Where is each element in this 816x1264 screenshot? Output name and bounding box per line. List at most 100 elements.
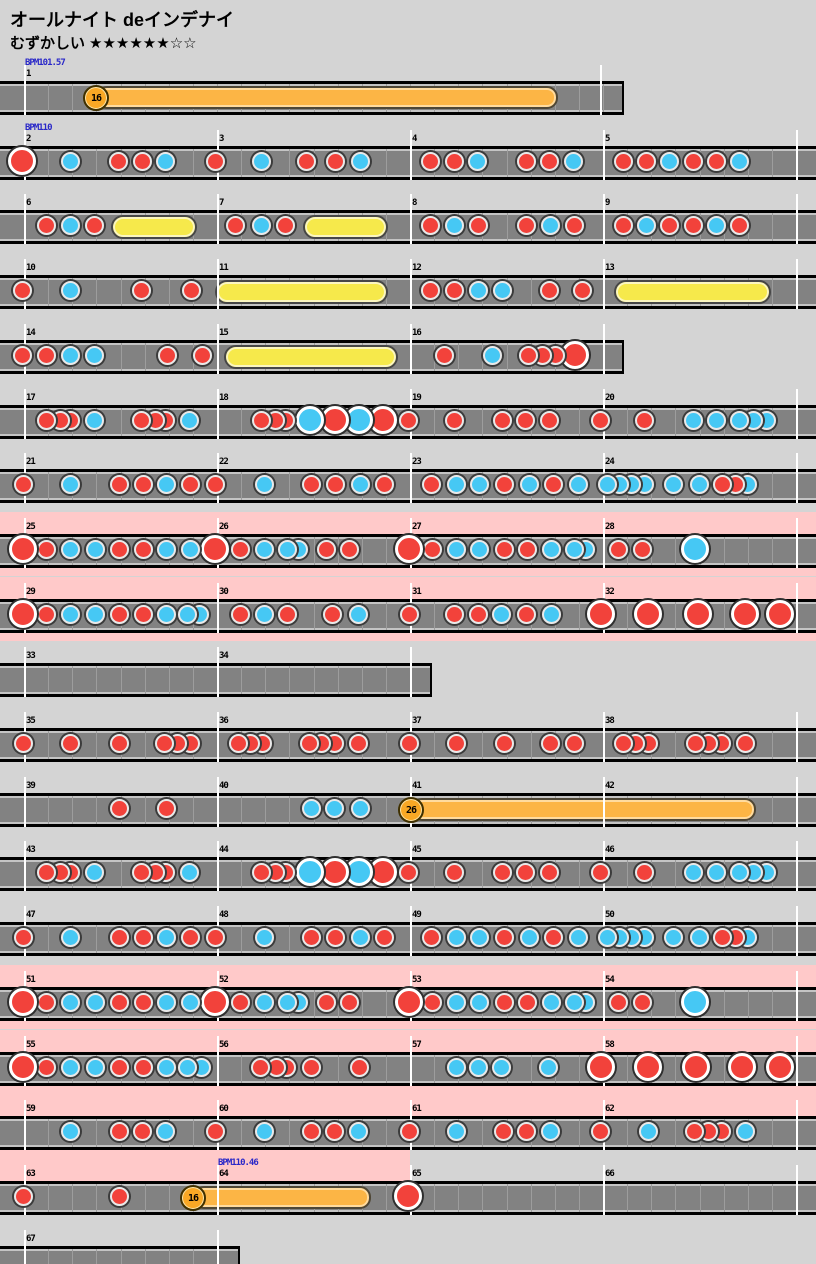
note-ka: [637, 216, 656, 235]
beat-line: [651, 1184, 652, 1212]
note-ka: [539, 1058, 558, 1077]
beat-line: [458, 343, 459, 371]
note-ka: [447, 540, 466, 559]
beat-line: [48, 149, 49, 177]
note-ka: [598, 928, 617, 947]
note-ka: [61, 1122, 80, 1141]
measure-number: 59: [26, 1104, 36, 1114]
beat-line: [96, 1249, 97, 1264]
note-don: [134, 475, 153, 494]
note-don: [495, 475, 514, 494]
beat-line: [434, 1055, 435, 1083]
note-don: [400, 1122, 419, 1141]
measure-line: [217, 389, 219, 439]
measure-line: [603, 259, 605, 309]
note-don: [684, 152, 703, 171]
song-title: オールナイト deインデナイ: [10, 10, 235, 30]
note-don: [635, 411, 654, 430]
note-don: [37, 346, 56, 365]
note-ka-big: [345, 406, 373, 434]
note-ka: [730, 411, 749, 430]
beat-line: [241, 796, 242, 824]
measure-number: 8: [412, 198, 418, 208]
note-ka: [470, 993, 489, 1012]
measure-line: [603, 194, 605, 244]
beat-line: [386, 796, 387, 824]
note-ka: [181, 993, 200, 1012]
beat-line: [434, 1119, 435, 1147]
note-don: [133, 152, 152, 171]
beat-line: [386, 1184, 387, 1212]
beat-line: [772, 1119, 773, 1147]
beat-line: [193, 1119, 194, 1147]
measure-number: 51: [26, 975, 36, 985]
note-don: [736, 734, 755, 753]
note-ka: [157, 540, 176, 559]
beat-line: [434, 408, 435, 436]
note-ka: [252, 152, 271, 171]
note-don-big: [395, 535, 423, 563]
note-ka: [181, 540, 200, 559]
note-ka: [541, 1122, 560, 1141]
measure-number: 20: [605, 393, 615, 403]
note-ka: [255, 993, 274, 1012]
beat-line: [627, 1184, 628, 1212]
beat-line: [241, 1055, 242, 1083]
note-ka: [255, 540, 274, 559]
note-ka: [542, 993, 561, 1012]
note-ka: [684, 411, 703, 430]
note-ka: [255, 1122, 274, 1141]
measure-number: 21: [26, 457, 36, 467]
beat-line: [675, 602, 676, 630]
note-don: [686, 734, 705, 753]
note-ka: [156, 152, 175, 171]
note-don: [445, 281, 464, 300]
note-don: [493, 411, 512, 430]
note-ka: [569, 475, 588, 494]
note-ka: [520, 928, 539, 947]
note-don: [421, 152, 440, 171]
note-don: [423, 993, 442, 1012]
note-track: [0, 1246, 240, 1264]
note-don: [252, 863, 271, 882]
beat-line: [627, 860, 628, 888]
note-ka: [61, 605, 80, 624]
beat-line: [675, 408, 676, 436]
note-don: [519, 346, 538, 365]
note-don: [445, 411, 464, 430]
note-ka: [520, 475, 539, 494]
beat-line: [579, 1119, 580, 1147]
difficulty-name: むずかしい: [10, 35, 86, 52]
note-don-big: [9, 988, 37, 1016]
measure-number: 34: [219, 651, 229, 661]
measure-number: 5: [605, 134, 611, 144]
beat-line: [121, 666, 122, 694]
beat-line: [724, 990, 725, 1018]
measure-line: [217, 194, 219, 244]
measure-line: [603, 518, 605, 568]
beat-line: [289, 925, 290, 953]
measure-line: [796, 130, 798, 180]
measure-number: 14: [26, 328, 36, 338]
note-don-big: [201, 988, 229, 1016]
note-don-big: [731, 600, 759, 628]
beat-line: [145, 731, 146, 759]
note-don: [516, 411, 535, 430]
note-don: [445, 605, 464, 624]
measure-number: 10: [26, 263, 36, 273]
note-don-big: [9, 1053, 37, 1081]
note-ka: [470, 475, 489, 494]
note-don: [565, 216, 584, 235]
note-don: [231, 993, 250, 1012]
measure-line: [217, 647, 219, 697]
measure-line: [217, 1036, 219, 1086]
note-don: [540, 863, 559, 882]
note-don-big: [634, 1053, 662, 1081]
beat-line: [748, 990, 749, 1018]
note-don: [37, 993, 56, 1012]
beat-line: [772, 278, 773, 306]
note-don: [540, 281, 559, 300]
note-ka: [447, 1058, 466, 1077]
note-don: [340, 540, 359, 559]
note-don: [14, 1187, 33, 1206]
